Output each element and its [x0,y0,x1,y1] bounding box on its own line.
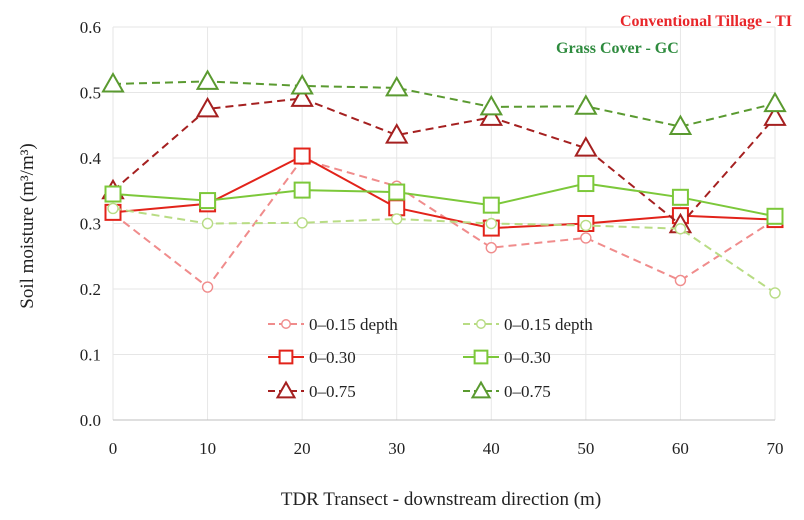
data-point-2-1 [195,96,220,118]
y-axis-title: Soil moisture (m³/m³) [17,143,38,309]
x-tick-label-2: 20 [294,439,311,458]
data-point-0-4 [485,242,497,254]
legend-label-5: 0–0.75 [504,382,551,401]
data-point-4-2 [293,181,311,199]
data-point-5-1 [195,69,220,90]
series-gc-triangle [101,69,787,136]
data-point-3-3 [391,213,403,225]
data-point-4-6 [671,188,689,206]
legend-label-0: 0–0.15 depth [309,315,398,334]
data-point-4-5 [577,175,595,193]
legend-label-1: 0–0.30 [309,348,356,367]
data-point-2-7 [763,105,787,126]
data-point-5-5 [574,94,598,115]
data-point-5-3 [384,75,409,97]
data-point-4-7 [766,207,784,225]
y-tick-label-6: 0.6 [80,18,101,37]
data-point-2-3 [384,123,409,144]
y-tick-label-1: 0.1 [80,346,101,365]
y-tick-label-2: 0.2 [80,280,101,299]
data-point-0-5 [580,232,592,244]
series-line-2 [112,97,776,227]
y-tick-label-3: 0.3 [80,215,101,234]
annotation-conventional-tillage: Conventional Tillage - TI [620,13,792,30]
legend-swatch-marker-1 [278,349,294,365]
data-point-3-7 [769,287,781,299]
x-tick-label-3: 30 [388,439,405,458]
legend-label-2: 0–0.75 [309,382,356,401]
legend-swatch-marker-2 [275,380,297,399]
legend-swatch-marker-3 [476,319,486,329]
data-point-1-3 [388,199,406,217]
data-point-3-1 [201,217,214,230]
legend-label-4: 0–0.30 [504,348,551,367]
data-point-3-0 [107,202,119,215]
annotation-grass-cover: Grass Cover - GC [556,40,679,57]
legend-label-3: 0–0.15 depth [504,315,593,334]
legend-swatch-marker-0 [281,319,291,329]
plot-series [101,69,787,299]
series-line-4 [112,182,776,218]
data-point-3-6 [674,223,687,235]
legend-item-ti-triangle: 0–0.75 [268,380,356,401]
series-line-3 [112,207,776,294]
data-point-5-0 [101,71,125,93]
data-point-0-1 [201,281,214,293]
data-point-2-5 [574,136,598,157]
data-point-4-1 [199,192,217,210]
legend: 0–0.15 depth 0–0.30 0–0.75 0–0.15 depth 0–0.… [268,315,593,401]
data-point-0-6 [674,274,687,287]
data-point-2-4 [479,105,504,126]
series-line-1 [112,154,776,230]
data-point-2-2 [290,86,314,107]
x-tick-label-0: 0 [109,439,118,458]
data-point-5-2 [290,73,314,95]
legend-item-gc-square: 0–0.30 [463,348,551,367]
data-point-4-3 [388,183,406,201]
x-tick-label-5: 50 [577,439,594,458]
legend-item-gc-triangle: 0–0.75 [463,380,551,401]
data-point-3-4 [485,217,497,230]
data-point-1-2 [293,147,311,165]
x-tick-label-6: 60 [672,439,689,458]
y-tick-label-0: 0.0 [80,411,101,430]
x-axis-title: TDR Transect - downstream direction (m) [281,489,601,510]
series-gc-square [104,175,784,225]
x-tick-label-4: 40 [483,439,500,458]
data-point-3-2 [296,217,308,229]
x-tick-label-1: 10 [199,439,216,458]
legend-swatch-marker-5 [470,380,492,399]
legend-item-ti-square: 0–0.30 [268,348,356,367]
data-point-4-0 [104,185,122,203]
y-tick-label-5: 0.5 [80,84,101,103]
legend-item-ti-circle: 0–0.15 depth [268,315,398,334]
legend-item-gc-circle: 0–0.15 depth [463,315,593,334]
series-line-5 [112,80,776,128]
data-point-3-5 [580,219,592,232]
data-point-4-4 [482,196,500,214]
data-point-5-4 [479,94,504,116]
data-point-5-7 [763,91,787,113]
data-point-5-6 [668,114,693,136]
axes: 0.0 0.1 0.2 0.3 0.4 0.5 0.6 0 10 20 30 40 50 60 70 [80,18,784,458]
x-tick-label-7: 70 [767,439,784,458]
legend-swatch-marker-4 [473,349,489,365]
series-gc-circle [107,202,781,299]
y-tick-label-4: 0.4 [80,149,102,168]
